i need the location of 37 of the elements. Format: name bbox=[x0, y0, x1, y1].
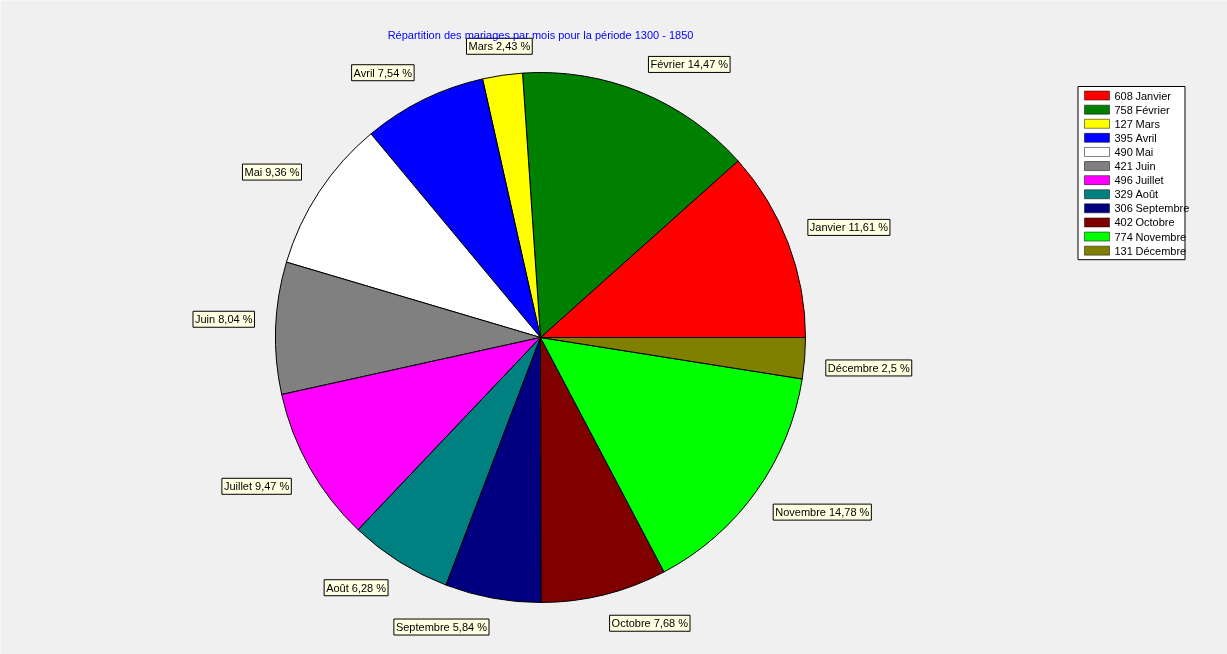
text: 774 bbox=[1114, 230, 1133, 243]
legend-label: Avril bbox=[1135, 131, 1157, 144]
legend-label: Novembre bbox=[1135, 230, 1187, 243]
text: 490 bbox=[1114, 145, 1133, 158]
text: 395 bbox=[1114, 131, 1133, 144]
category-label: Janvier 11,61 % bbox=[809, 221, 888, 234]
text: 758 bbox=[1114, 103, 1133, 116]
legend-label: Mars bbox=[1135, 117, 1161, 130]
category-label: Juin 8,04 % bbox=[195, 313, 253, 326]
category-label: Août 6,28 % bbox=[326, 581, 387, 594]
legend-label: Février bbox=[1135, 103, 1171, 116]
legend-label: Juillet bbox=[1135, 174, 1164, 187]
chart-title: Répartition des mariages par mois pour la période 1300 - 1850 bbox=[387, 28, 694, 41]
category-label: Avril 7,54 % bbox=[353, 66, 413, 79]
text: 306 bbox=[1114, 202, 1133, 215]
text: 329 bbox=[1114, 188, 1133, 201]
legend-label: Août bbox=[1135, 188, 1159, 201]
category-label: Mai 9,36 % bbox=[244, 166, 300, 179]
category-label: Novembre 14,78 % bbox=[775, 506, 870, 519]
text: 608 bbox=[1114, 89, 1133, 102]
category-label: Décembre 2,5 % bbox=[827, 361, 910, 374]
category-label: Juillet 9,47 % bbox=[223, 480, 290, 493]
legend-label: Octobre bbox=[1135, 216, 1175, 229]
legend-label: Décembre bbox=[1135, 244, 1187, 257]
text: 402 bbox=[1114, 216, 1133, 229]
legend-label: Juin bbox=[1135, 160, 1156, 173]
text: 421 bbox=[1114, 160, 1133, 173]
legend-label: Janvier bbox=[1135, 89, 1172, 102]
legend-label: Mai bbox=[1135, 145, 1154, 158]
legend-label: Septembre bbox=[1135, 202, 1190, 215]
category-label: Février 14,47 % bbox=[650, 58, 729, 71]
text: 127 bbox=[1114, 117, 1133, 130]
category-label: Mars 2,43 % bbox=[468, 40, 531, 53]
category-label: Octobre 7,68 % bbox=[611, 617, 689, 630]
category-label: Septembre 5,84 % bbox=[395, 621, 488, 634]
text: 496 bbox=[1114, 174, 1133, 187]
text: 131 bbox=[1114, 244, 1133, 257]
